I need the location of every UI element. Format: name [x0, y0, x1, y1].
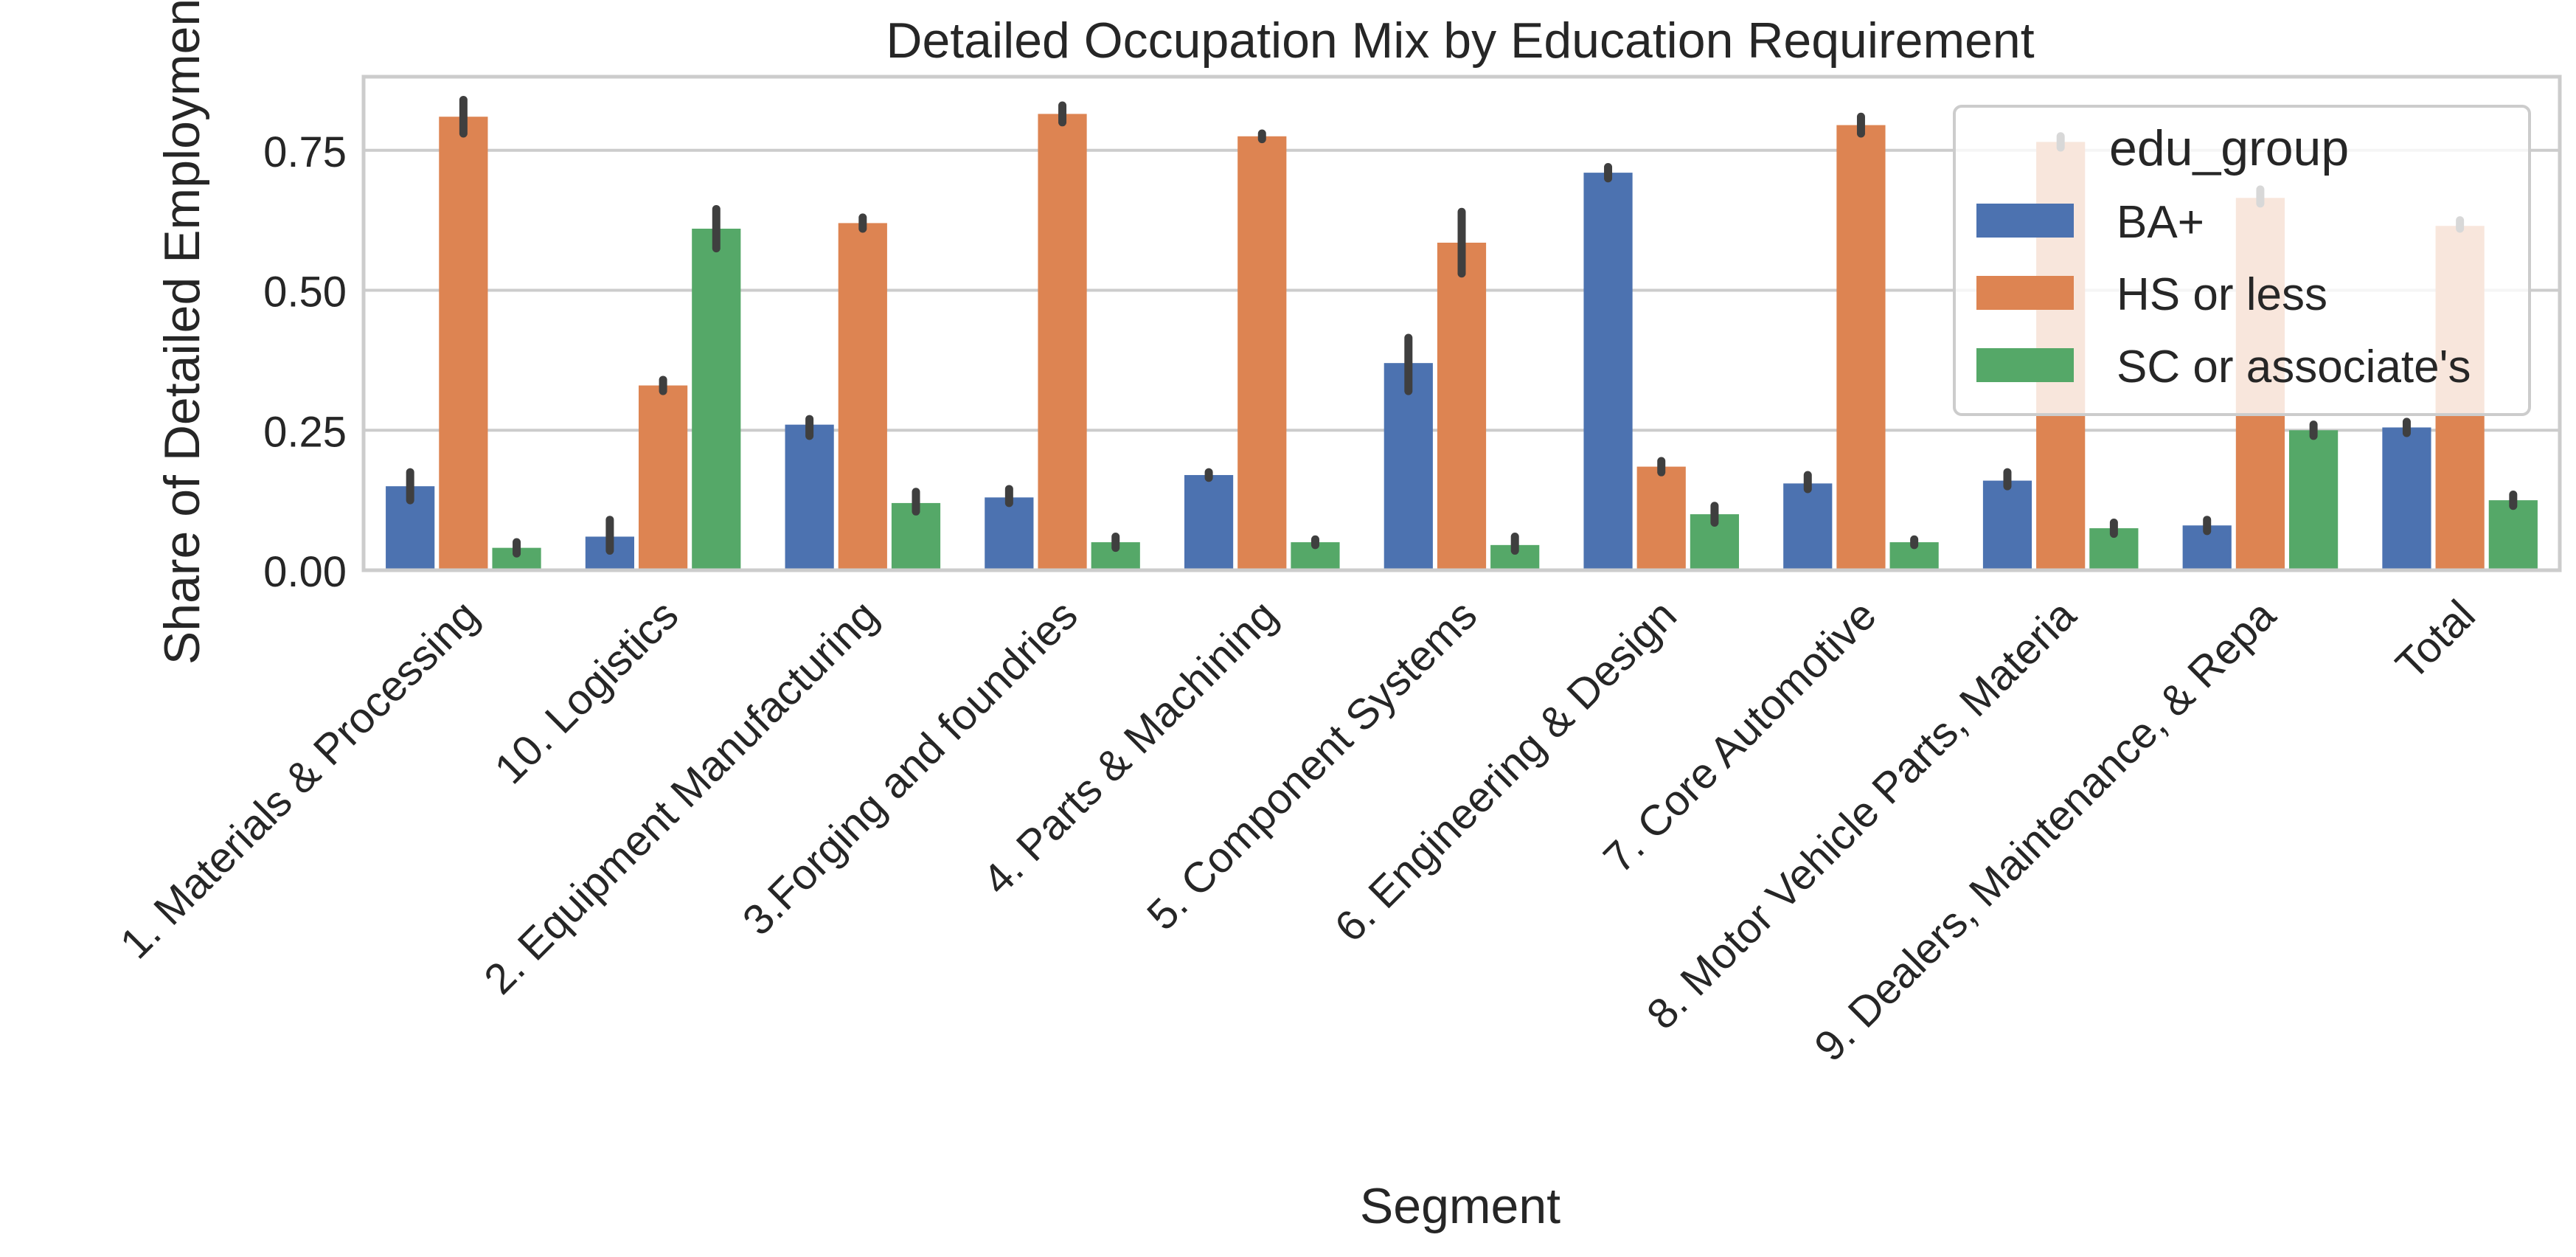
- y-tick-labels: 0.00 0.25 0.50 0.75: [263, 128, 347, 596]
- y-tick-label: 0.25: [263, 408, 347, 456]
- x-tick-label: Total: [2386, 591, 2485, 689]
- legend-label: HS or less: [2117, 269, 2327, 320]
- y-axis-label: Share of Detailed Employment: [154, 0, 210, 665]
- bar: [439, 117, 488, 570]
- bar: [1982, 480, 2032, 570]
- bar: [985, 497, 1034, 570]
- bar: [1437, 242, 1487, 570]
- bar: [2488, 500, 2538, 570]
- x-tick-label: 3.Forging and foundries: [734, 591, 1087, 944]
- bar: [2289, 430, 2339, 570]
- y-tick-label: 0.75: [263, 128, 347, 176]
- legend-title: edu_group: [2109, 120, 2349, 176]
- legend-box: [1953, 105, 2531, 416]
- bar: [2382, 427, 2431, 570]
- legend-label: BA+: [2117, 197, 2204, 248]
- bar: [692, 229, 741, 570]
- x-tick-label: 5. Component Systems: [1138, 591, 1486, 939]
- legend-label: SC or associate's: [2117, 342, 2471, 392]
- x-tick-label: 10. Logistics: [485, 591, 687, 793]
- bar: [785, 424, 834, 570]
- legend-swatch: [1976, 276, 2074, 310]
- bar: [838, 223, 887, 570]
- bar: [1384, 363, 1433, 570]
- bar: [1184, 474, 1234, 570]
- x-tick-label: 6. Engineering & Design: [1326, 591, 1686, 951]
- y-tick-label: 0.50: [263, 269, 347, 316]
- bar: [1783, 483, 1833, 570]
- x-tick-label: 2. Equipment Manufacturing: [475, 591, 887, 1003]
- bar: [1583, 173, 1633, 571]
- bar: [638, 385, 688, 570]
- bar: [1636, 466, 1686, 570]
- chart-title: Detailed Occupation Mix by Education Req…: [886, 13, 2034, 69]
- legend: edu_group BA+ HS or less SC or associate's: [1953, 105, 2531, 416]
- bar: [1836, 125, 1886, 571]
- bar: [1038, 114, 1087, 571]
- x-tick-label: 8. Motor Vehicle Parts, Materia: [1638, 591, 2086, 1039]
- legend-swatch: [1976, 204, 2074, 238]
- x-axis-label: Segment: [1360, 1178, 1560, 1234]
- plot-frame: [361, 75, 2562, 572]
- y-tick-label: 0.00: [263, 548, 347, 596]
- bar: [1237, 136, 1287, 570]
- legend-swatch: [1976, 348, 2074, 382]
